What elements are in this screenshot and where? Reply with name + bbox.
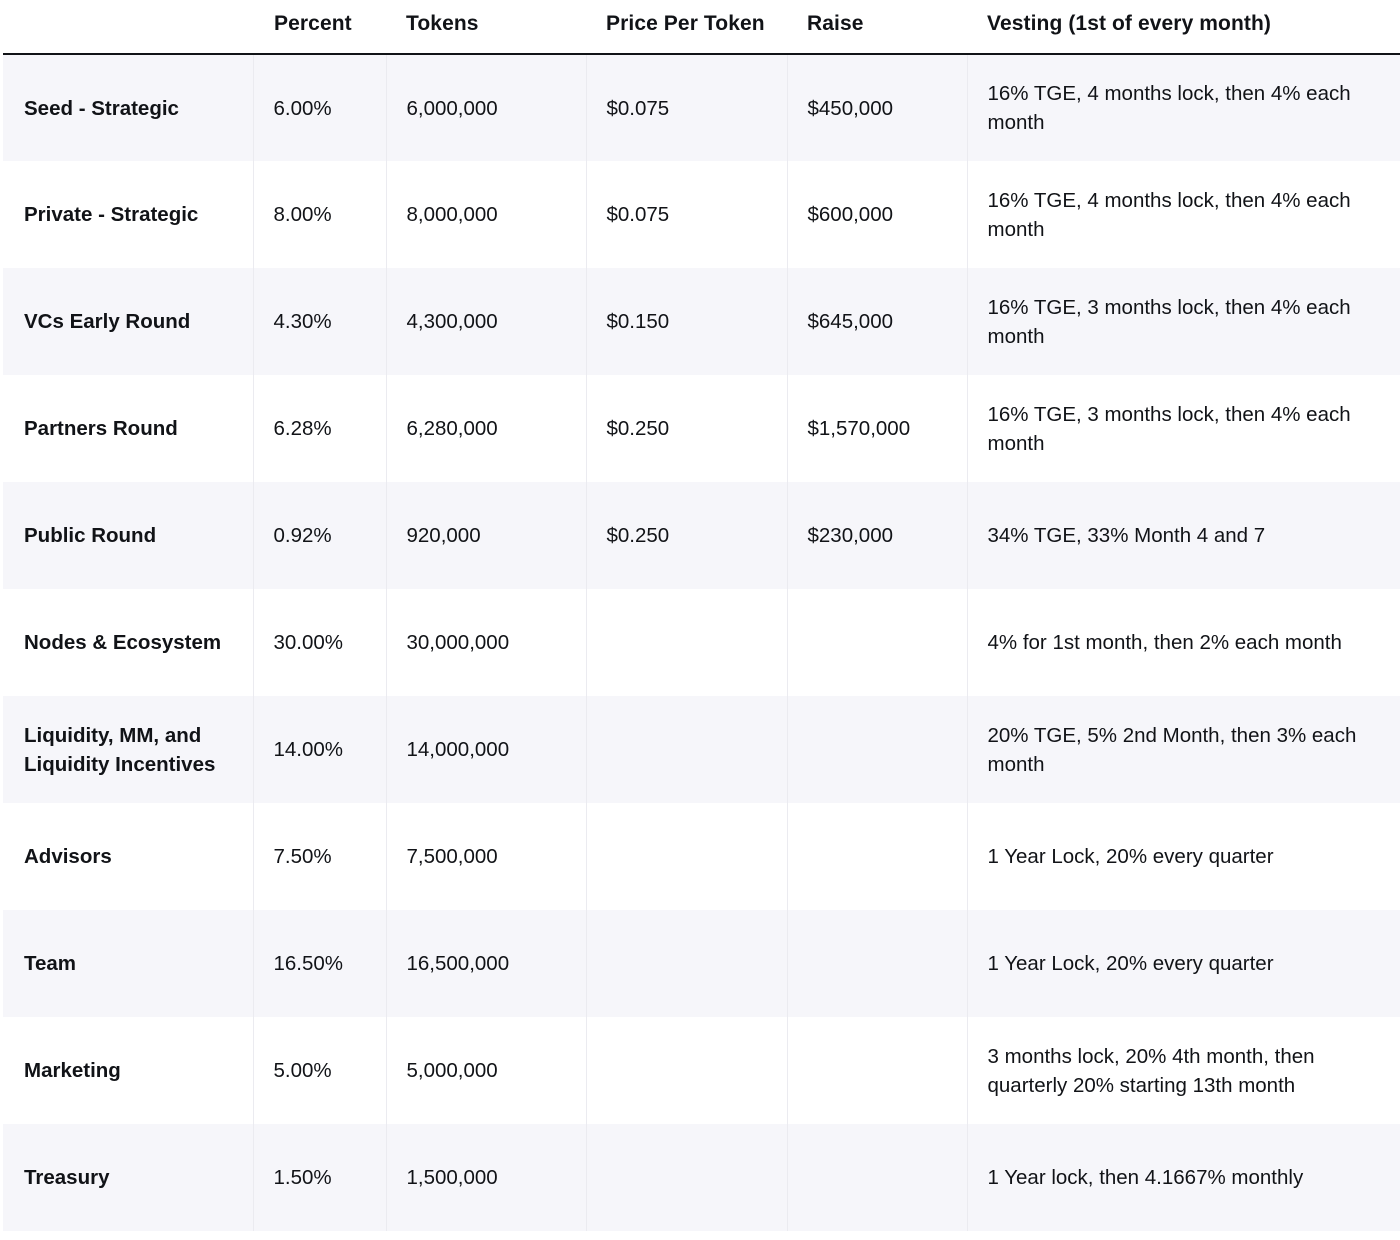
cell-allocation-name: Seed - Strategic <box>24 96 179 120</box>
cell-percent: 5.00% <box>252 1017 386 1124</box>
cell-allocation-name: Treasury <box>24 1166 110 1189</box>
cell-percent: 14.00% <box>252 696 386 803</box>
cell-raise: $230,000 <box>786 482 967 589</box>
cell-tokens: 920,000 <box>385 482 586 589</box>
cell-tokens: 1,500,000 <box>385 1124 586 1231</box>
cell-percent: 7.50% <box>252 803 386 910</box>
cell-raise: $600,000 <box>786 161 967 268</box>
table-row: VCs Early Round 4.30% 4,300,000 $0.150 $… <box>3 268 1400 375</box>
table-row: Team 16.50% 16,500,000 1 Year Lock, 20% … <box>3 910 1400 1017</box>
cell-vesting: 4% for 1st month, then 2% each month <box>966 589 1400 696</box>
header-percent: Percent <box>253 0 386 55</box>
cell-tokens: 6,280,000 <box>385 375 586 482</box>
tokenomics-table: Percent Tokens Price Per Token Raise Ves… <box>3 0 1400 1231</box>
cell-price: $0.250 <box>585 482 787 589</box>
cell-percent: 6.00% <box>252 54 386 161</box>
header-vesting: Vesting (1st of every month) <box>967 0 1400 55</box>
cell-price <box>585 696 787 803</box>
cell-tokens: 16,500,000 <box>385 910 586 1017</box>
cell-vesting: 16% TGE, 4 months lock, then 4% each mon… <box>966 161 1400 268</box>
cell-tokens: 14,000,000 <box>385 696 586 803</box>
cell-percent: 1.50% <box>252 1124 386 1231</box>
table-header: Percent Tokens Price Per Token Raise Ves… <box>3 0 1400 55</box>
cell-price: $0.075 <box>585 161 787 268</box>
table-row: Marketing 5.00% 5,000,000 3 months lock,… <box>3 1017 1400 1124</box>
cell-raise <box>786 589 967 696</box>
cell-vesting: 20% TGE, 5% 2nd Month, then 3% each mont… <box>966 696 1400 803</box>
cell-percent: 30.00% <box>252 589 386 696</box>
cell-allocation-name: VCs Early Round <box>24 310 191 333</box>
cell-raise <box>786 1017 967 1124</box>
table-row: Seed - Strategic 6.00% 6,000,000 $0.075 … <box>3 54 1400 161</box>
cell-allocation-name: Team <box>24 952 77 975</box>
table-row: Nodes & Ecosystem 30.00% 30,000,000 4% f… <box>3 589 1400 696</box>
cell-tokens: 7,500,000 <box>385 803 586 910</box>
header-allocation <box>3 0 253 55</box>
cell-vesting: 1 Year Lock, 20% every quarter <box>966 910 1400 1017</box>
cell-vesting: 1 Year Lock, 20% every quarter <box>966 803 1400 910</box>
cell-tokens: 8,000,000 <box>385 161 586 268</box>
cell-tokens: 30,000,000 <box>385 589 586 696</box>
cell-vesting: 1 Year lock, then 4.1667% monthly <box>966 1124 1400 1231</box>
cell-price: $0.150 <box>585 268 787 375</box>
cell-price <box>585 910 787 1017</box>
cell-raise <box>786 803 967 910</box>
header-price-per-token: Price Per Token <box>586 0 787 55</box>
header-tokens: Tokens <box>386 0 586 55</box>
cell-raise: $450,000 <box>786 54 967 161</box>
table-row: Treasury 1.50% 1,500,000 1 Year lock, th… <box>3 1124 1400 1231</box>
cell-tokens: 4,300,000 <box>385 268 586 375</box>
cell-tokens: 5,000,000 <box>385 1017 586 1124</box>
cell-allocation-name: Nodes & Ecosystem <box>24 631 222 654</box>
table-row: Advisors 7.50% 7,500,000 1 Year Lock, 20… <box>3 803 1400 910</box>
cell-raise: $645,000 <box>786 268 967 375</box>
header-raise: Raise <box>787 0 967 55</box>
cell-vesting: 16% TGE, 4 months lock, then 4% each mon… <box>966 54 1400 161</box>
cell-percent: 4.30% <box>252 268 386 375</box>
cell-price <box>585 803 787 910</box>
cell-allocation-name: Advisors <box>24 845 112 868</box>
cell-price: $0.075 <box>585 54 787 161</box>
cell-vesting: 3 months lock, 20% 4th month, then quart… <box>966 1017 1400 1124</box>
table-row: Private - Strategic 8.00% 8,000,000 $0.0… <box>3 161 1400 268</box>
header-row: Percent Tokens Price Per Token Raise Ves… <box>3 0 1400 55</box>
table-row: Liquidity, MM, and Liquidity Incentives … <box>3 696 1400 803</box>
cell-percent: 16.50% <box>252 910 386 1017</box>
cell-percent: 0.92% <box>252 482 386 589</box>
cell-allocation-name: Private - Strategic <box>24 203 199 226</box>
table-row: Partners Round 6.28% 6,280,000 $0.250 $1… <box>3 375 1400 482</box>
cell-price <box>585 1017 787 1124</box>
table-body: Seed - Strategic 6.00% 6,000,000 $0.075 … <box>3 54 1400 1231</box>
cell-price <box>585 589 787 696</box>
cell-tokens: 6,000,000 <box>385 54 586 161</box>
cell-vesting: 16% TGE, 3 months lock, then 4% each mon… <box>966 375 1400 482</box>
cell-raise <box>786 696 967 803</box>
cell-vesting: 34% TGE, 33% Month 4 and 7 <box>966 482 1400 589</box>
cell-percent: 8.00% <box>252 161 386 268</box>
cell-price: $0.250 <box>585 375 787 482</box>
cell-allocation-name: Liquidity, MM, and Liquidity Incentives <box>24 723 216 776</box>
cell-vesting: 16% TGE, 3 months lock, then 4% each mon… <box>966 268 1400 375</box>
cell-raise <box>786 910 967 1017</box>
table-row: Public Round 0.92% 920,000 $0.250 $230,0… <box>3 482 1400 589</box>
cell-price <box>585 1124 787 1231</box>
cell-allocation-name: Partners Round <box>24 417 178 440</box>
cell-percent: 6.28% <box>252 375 386 482</box>
cell-raise <box>786 1124 967 1231</box>
cell-allocation-name: Public Round <box>24 524 157 547</box>
cell-allocation-name: Marketing <box>24 1059 121 1082</box>
cell-raise: $1,570,000 <box>786 375 967 482</box>
